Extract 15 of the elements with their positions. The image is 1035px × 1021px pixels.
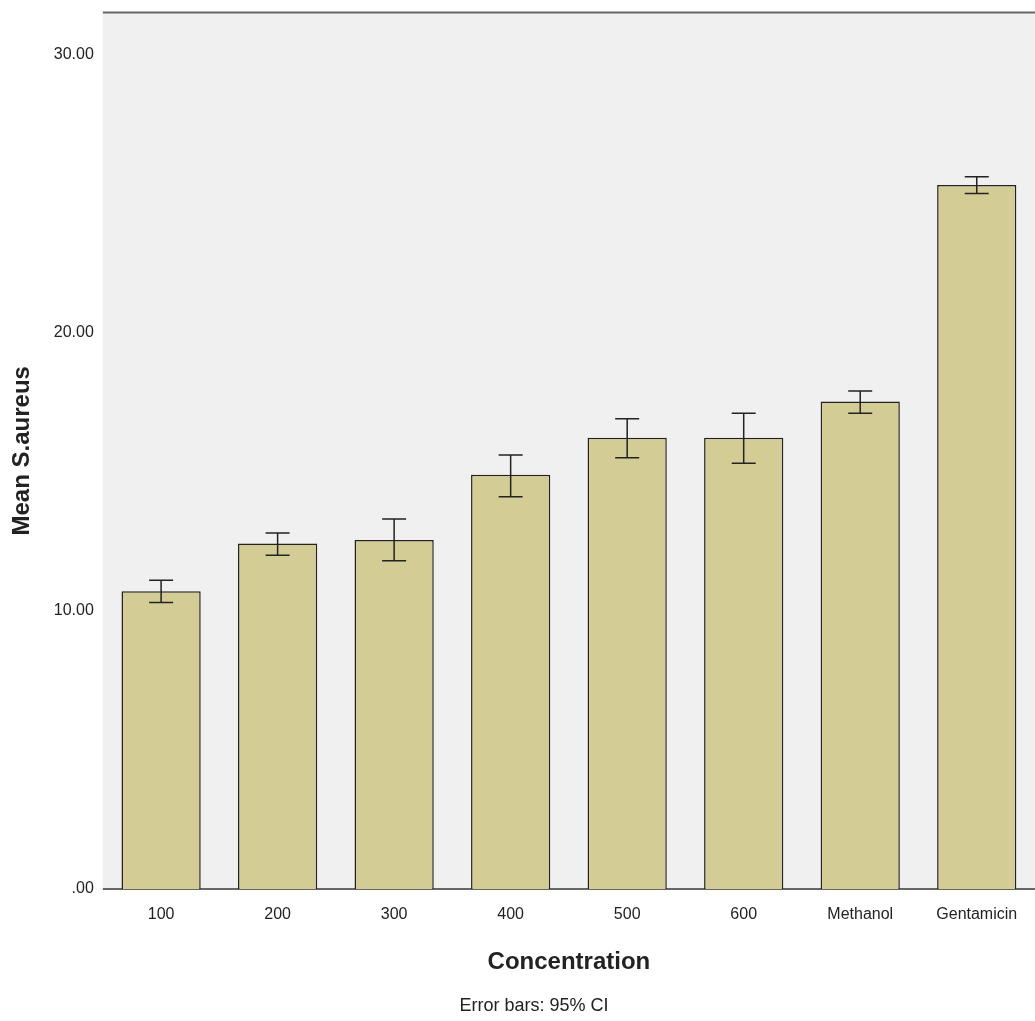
x-tick-label: 300 bbox=[380, 905, 408, 923]
x-tick-label: Gentamicin bbox=[936, 905, 1018, 923]
x-tick-label: 500 bbox=[613, 905, 641, 923]
x-tick-label: 400 bbox=[497, 905, 525, 923]
text: Error bars: 95% CI bbox=[459, 994, 609, 1015]
x-axis-title: Concentration bbox=[487, 947, 651, 975]
x-tick-label: 200 bbox=[264, 905, 292, 923]
x-tick-label: 100 bbox=[147, 905, 175, 923]
y-tick-label: 20.00 bbox=[53, 322, 94, 340]
y-axis-title: Mean S.aureus bbox=[7, 366, 35, 536]
y-tick-label: 10.00 bbox=[53, 601, 94, 619]
x-tick-label: 600 bbox=[730, 905, 758, 923]
x-tick-label: Methanol bbox=[827, 905, 894, 923]
y-tick-label: .00 bbox=[71, 879, 94, 897]
y-tick-label: 30.00 bbox=[53, 44, 94, 62]
